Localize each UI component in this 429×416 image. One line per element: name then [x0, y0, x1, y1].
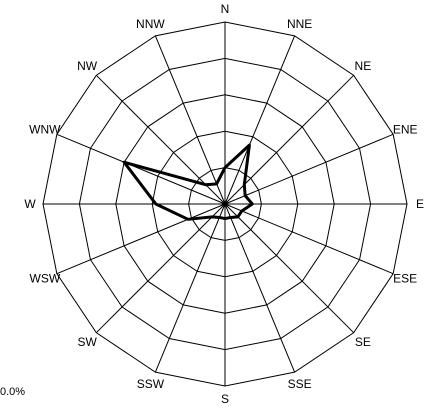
direction-labels: N NNE NE ENE E ESE SE SSE S SSW SW WSW W WNW NW NNW	[24, 2, 424, 406]
direction-label-sse: SSE	[288, 377, 312, 391]
radial-scale-label: 0.0%	[0, 386, 25, 398]
direction-label-nne: NNE	[287, 17, 312, 31]
direction-label-nnw: NNW	[136, 17, 165, 31]
spoke-wsw	[56, 203, 226, 275]
direction-label-s: S	[221, 392, 229, 406]
direction-label-nw: NW	[77, 59, 98, 73]
direction-label-wsw: WSW	[30, 272, 61, 286]
direction-label-n: N	[221, 2, 230, 16]
series-line-0	[122, 143, 254, 221]
spoke-sw	[95, 203, 226, 334]
spoke-nw	[95, 74, 226, 205]
direction-label-ne: NE	[355, 59, 372, 73]
direction-label-ese: ESE	[393, 272, 417, 286]
chart-grid	[42, 21, 408, 387]
spoke-ssw	[154, 203, 226, 373]
direction-label-ene: ENE	[393, 122, 418, 136]
chart-series	[122, 143, 254, 221]
direction-label-sw: SW	[77, 335, 97, 349]
spoke-nnw	[154, 35, 226, 205]
spoke-wnw	[56, 133, 226, 205]
direction-label-e: E	[416, 197, 424, 211]
spoke-sse	[224, 203, 296, 373]
spoke-se	[224, 203, 355, 334]
direction-label-ssw: SSW	[137, 377, 165, 391]
spoke-ne	[224, 74, 355, 205]
spoke-ese	[224, 203, 394, 275]
spoke-ene	[224, 133, 394, 205]
direction-label-w: W	[24, 197, 36, 211]
direction-label-se: SE	[355, 335, 371, 349]
direction-label-wnw: WNW	[29, 122, 61, 136]
spoke-nne	[224, 35, 296, 205]
